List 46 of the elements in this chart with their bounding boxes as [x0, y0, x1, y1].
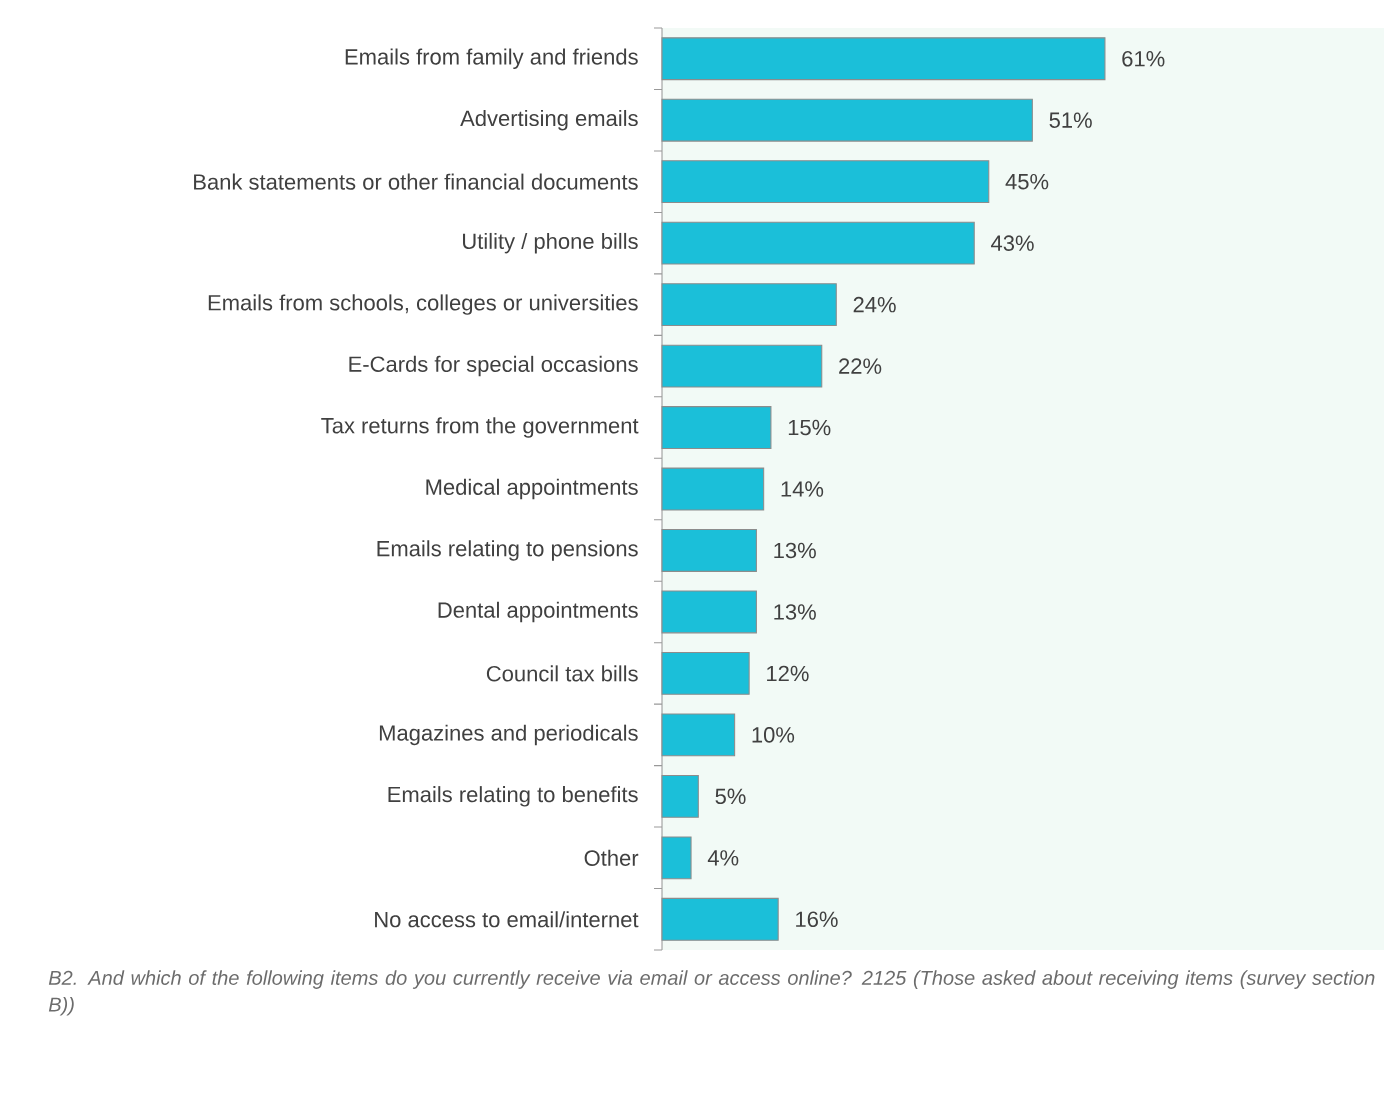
bar: [661, 160, 990, 204]
y-tick-label: Magazines and periodicals: [379, 724, 638, 746]
y-tick-label: Dental appointments: [438, 601, 638, 623]
data-label: 5%: [715, 788, 746, 805]
bar: [661, 529, 757, 572]
y-tick-label: Emails from family and friends: [345, 48, 638, 69]
bar: [661, 98, 1033, 142]
y-tick-label: Tax returns from the government: [321, 417, 639, 438]
bar: [661, 467, 765, 511]
data-label: 24%: [853, 296, 896, 313]
data-label: 16%: [796, 911, 838, 928]
bar: [661, 344, 823, 388]
data-label: 13%: [774, 542, 816, 559]
bar: [661, 590, 757, 634]
data-label: 15%: [788, 419, 831, 436]
y-tick-label: Utility / phone bills: [463, 232, 638, 254]
data-label: 51%: [1049, 112, 1092, 128]
bar: [661, 774, 699, 818]
data-label: 10%: [752, 727, 795, 743]
data-label: 4%: [707, 850, 739, 866]
y-tick-label: Bank statements or other financial documents: [194, 173, 638, 190]
data-label: 61%: [1122, 50, 1165, 67]
text: B2. And which of the following items do you currently receive via email or access online? 2125 (Those asked about receiving items (survey section B)): [48, 970, 1375, 1016]
y-tick-label: Medical appointments: [426, 478, 638, 500]
data-label: 14%: [781, 481, 824, 497]
y-tick-label: Council tax bills: [486, 665, 638, 682]
y-tick-label: E-Cards for special occasions: [349, 355, 638, 377]
y-tick-label: No access to email/internet: [375, 911, 639, 928]
bar: [661, 221, 975, 265]
data-label: 13%: [774, 604, 816, 620]
data-label: 22%: [839, 358, 882, 374]
bar: [661, 651, 750, 695]
bar: [661, 897, 779, 941]
y-tick-label: Emails from schools, colleges or universities: [208, 294, 638, 315]
y-tick-label: Advertising emails: [460, 109, 638, 131]
bar: [661, 713, 736, 757]
y-tick-label: Emails relating to pensions: [377, 540, 638, 561]
bar: [661, 406, 772, 449]
data-label: 43%: [991, 235, 1034, 251]
data-label: 45%: [1005, 173, 1049, 190]
data-label: 12%: [767, 665, 809, 682]
bar: [661, 283, 837, 327]
bar: [661, 836, 692, 880]
y-tick-label: Emails relating to benefits: [388, 786, 638, 807]
y-tick-label: Other: [584, 849, 639, 866]
bar: [661, 37, 1106, 81]
